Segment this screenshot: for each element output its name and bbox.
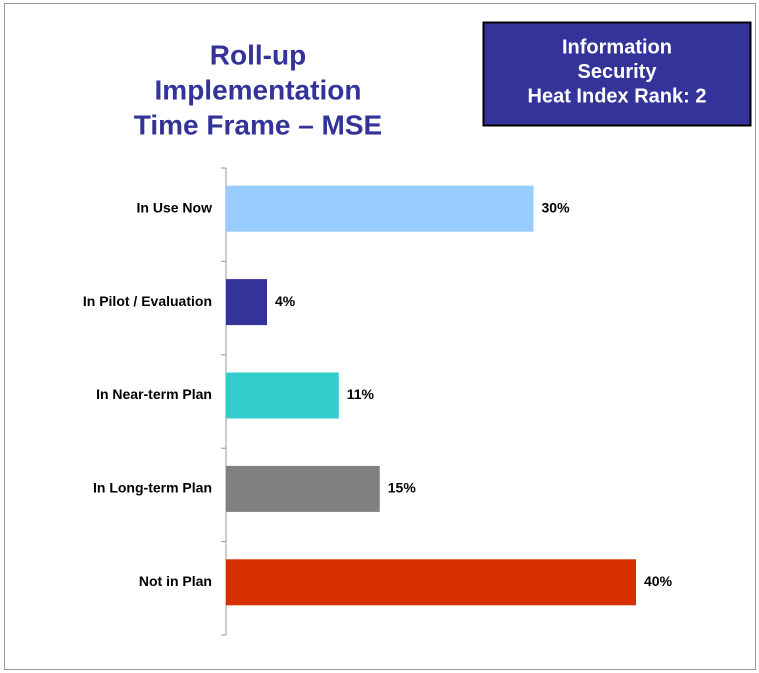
value-label: 15%: [388, 480, 417, 496]
category-label: In Pilot / Evaluation: [83, 293, 212, 309]
frame: [4, 3, 756, 670]
value-label: 4%: [275, 293, 296, 309]
bar: [226, 372, 339, 419]
value-label: 11%: [347, 386, 375, 402]
heat-index-text: Security: [578, 61, 658, 83]
chart-title: Roll-up: [210, 39, 306, 70]
category-label: In Near-term Plan: [96, 386, 212, 402]
heat-index-box: [482, 21, 752, 127]
chart-title: Time Frame – MSE: [134, 109, 382, 140]
bar: [226, 279, 267, 326]
heat-index-text: Information: [562, 36, 672, 58]
heat-index-text: Heat Index Rank: 2: [528, 85, 707, 107]
bar: [226, 185, 534, 232]
value-label: 30%: [542, 199, 571, 215]
category-label: Not in Plan: [139, 573, 212, 589]
category-label: In Use Now: [137, 199, 213, 215]
value-label: 40%: [644, 573, 673, 589]
bar: [226, 559, 636, 606]
bar: [226, 465, 380, 512]
chart-title: Implementation: [155, 74, 362, 105]
category-label: In Long-term Plan: [93, 480, 212, 496]
